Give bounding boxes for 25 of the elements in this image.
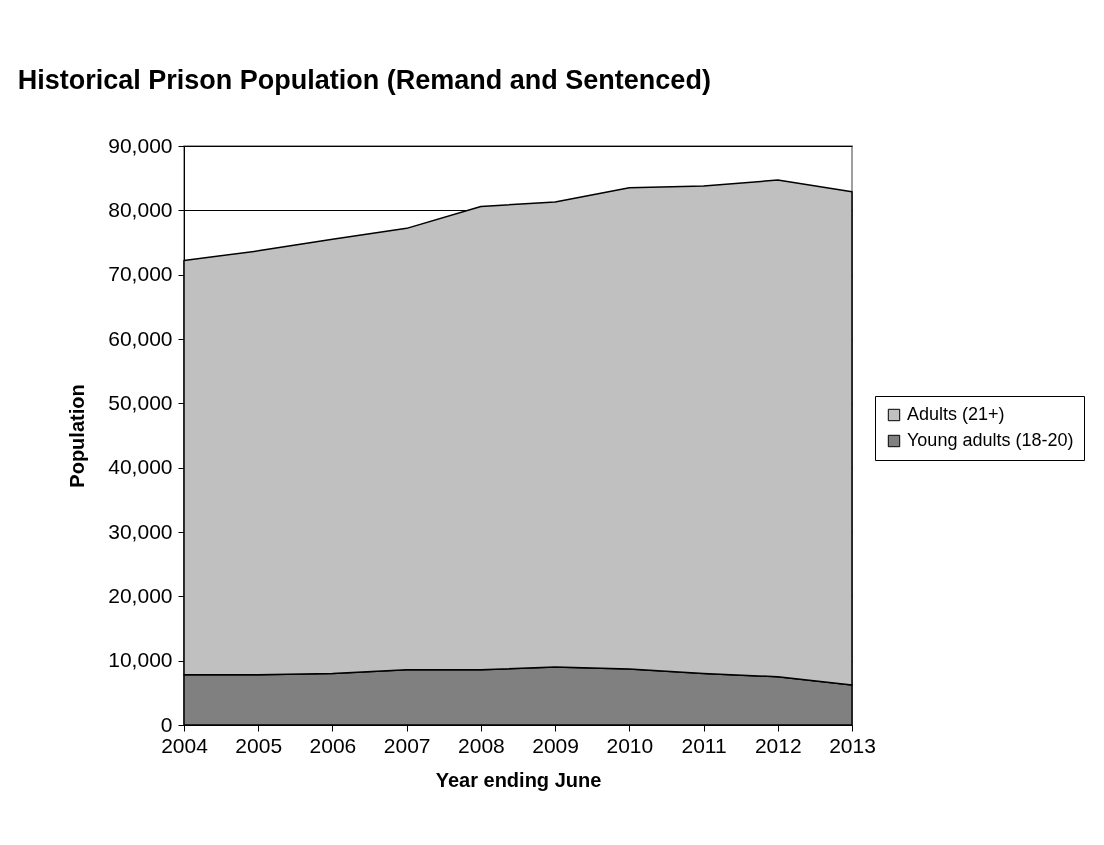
x-tick-label: 2009	[532, 733, 579, 757]
y-axis-title: Population	[66, 384, 89, 488]
y-tick-label: 80,000	[108, 197, 173, 221]
x-tick-label: 2011	[681, 733, 727, 757]
x-tick-label: 2006	[309, 733, 357, 757]
x-tick-label: 2008	[458, 733, 505, 757]
x-tick-label: 2013	[829, 733, 876, 757]
legend-label: Adults (21+)	[907, 404, 1005, 424]
y-tick-label: 40,000	[108, 455, 173, 479]
x-tick-label: 2007	[383, 733, 431, 757]
chart-title: Historical Prison Population (Remand and Sentenced)	[17, 65, 711, 95]
y-tick-label: 90,000	[108, 133, 173, 157]
legend-label: Young adults (18-20)	[907, 430, 1074, 450]
x-tick-label: 2010	[606, 733, 654, 757]
x-tick-label: 2004	[161, 733, 209, 757]
y-tick-label: 10,000	[108, 648, 173, 672]
y-tick-label: 70,000	[108, 262, 173, 286]
y-tick-label: 0	[160, 712, 173, 736]
y-tick-label: 60,000	[108, 326, 173, 350]
y-tick-label: 50,000	[108, 390, 173, 414]
x-axis-title: Year ending June	[435, 768, 602, 791]
x-tick-label: 2012	[754, 733, 802, 757]
x-tick-label: 2005	[235, 733, 283, 757]
y-tick-label: 30,000	[108, 519, 173, 543]
y-tick-label: 20,000	[108, 583, 173, 607]
